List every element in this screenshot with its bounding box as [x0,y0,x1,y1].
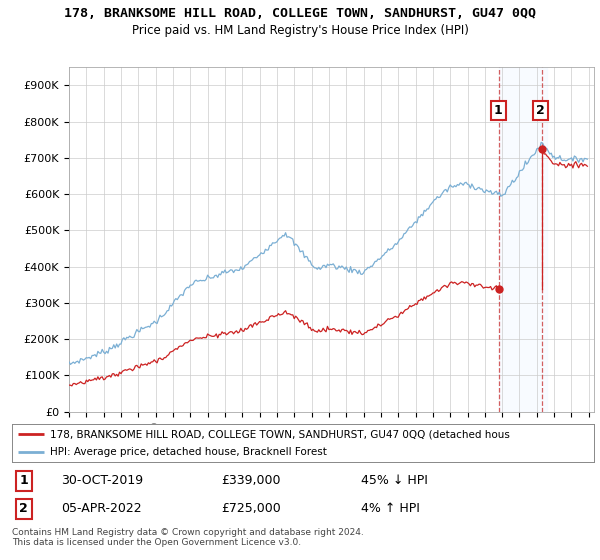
Text: 05-APR-2022: 05-APR-2022 [61,502,142,515]
Text: Contains HM Land Registry data © Crown copyright and database right 2024.
This d: Contains HM Land Registry data © Crown c… [12,528,364,547]
Text: £725,000: £725,000 [221,502,281,515]
Text: 4% ↑ HPI: 4% ↑ HPI [361,502,420,515]
Text: 30-OCT-2019: 30-OCT-2019 [61,474,143,487]
Text: HPI: Average price, detached house, Bracknell Forest: HPI: Average price, detached house, Brac… [50,447,327,458]
Text: 178, BRANKSOME HILL ROAD, COLLEGE TOWN, SANDHURST, GU47 0QQ (detached hous: 178, BRANKSOME HILL ROAD, COLLEGE TOWN, … [50,429,510,439]
Text: 1: 1 [19,474,28,487]
Text: 1: 1 [494,104,503,117]
Text: Price paid vs. HM Land Registry's House Price Index (HPI): Price paid vs. HM Land Registry's House … [131,24,469,36]
Text: 2: 2 [536,104,545,117]
Text: 2: 2 [19,502,28,515]
Text: £339,000: £339,000 [221,474,281,487]
Text: 45% ↓ HPI: 45% ↓ HPI [361,474,428,487]
Bar [499,67,547,412]
Text: 178, BRANKSOME HILL ROAD, COLLEGE TOWN, SANDHURST, GU47 0QQ: 178, BRANKSOME HILL ROAD, COLLEGE TOWN, … [64,7,536,20]
